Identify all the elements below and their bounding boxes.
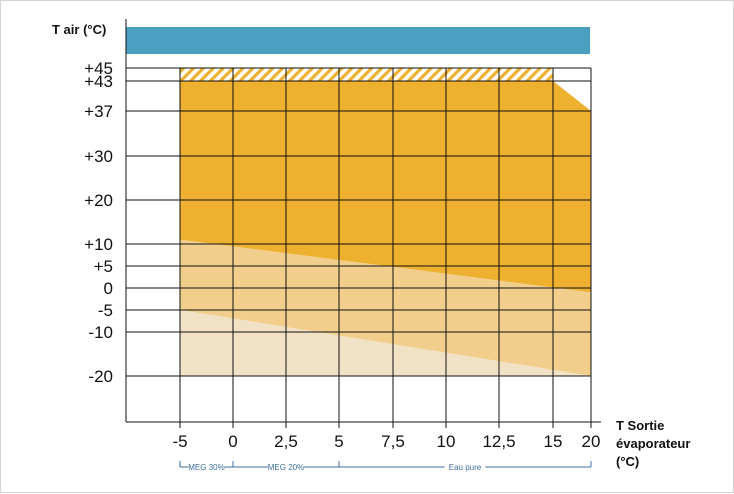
y-tick-label: -10 — [88, 323, 113, 342]
y-tick-label: -5 — [98, 301, 113, 320]
x-axis-title-line-3: (°C) — [616, 454, 639, 469]
x-axis-title-line-2: évaporateur — [616, 436, 690, 451]
x-tick-label: 2,5 — [274, 432, 298, 451]
x-tick-label: -5 — [172, 432, 187, 451]
y-tick-label: +30 — [84, 147, 113, 166]
x-tick-label: 7,5 — [381, 432, 405, 451]
y-axis-title: T air (°C) — [52, 22, 106, 37]
range-label: MEG 20% — [268, 463, 304, 472]
range-label: Eau pure — [449, 463, 482, 472]
y-tick-label: +43 — [84, 72, 113, 91]
range-label: MEG 30% — [188, 463, 224, 472]
x-tick-label: 15 — [544, 432, 563, 451]
x-tick-label: 10 — [437, 432, 456, 451]
x-axis-title-line-1: T Sortie — [616, 418, 664, 433]
region-meg30-zone — [180, 310, 591, 376]
x-tick-label: 20 — [582, 432, 601, 451]
x-tick-label: 0 — [228, 432, 237, 451]
region-meg20-zone — [180, 239, 591, 376]
region-operating-area — [180, 81, 591, 293]
y-tick-label: +10 — [84, 235, 113, 254]
y-tick-label: +45 — [84, 59, 113, 78]
y-tick-label: +5 — [94, 257, 113, 276]
region-hatched-zone — [180, 68, 553, 111]
y-tick-label: +20 — [84, 191, 113, 210]
x-tick-label: 5 — [334, 432, 343, 451]
y-tick-label: -20 — [88, 367, 113, 386]
y-tick-label: +37 — [84, 102, 113, 121]
x-tick-label: 12,5 — [482, 432, 515, 451]
y-tick-label: 0 — [104, 279, 113, 298]
top-band — [126, 27, 590, 54]
